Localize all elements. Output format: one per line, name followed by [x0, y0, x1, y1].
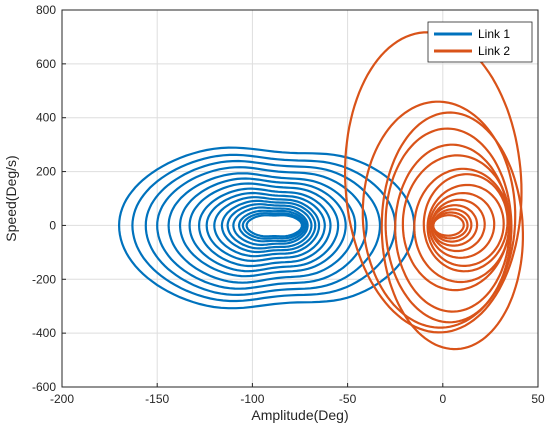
x-tick-label: -200	[50, 392, 74, 406]
link-2-loop	[401, 154, 511, 292]
link-1-loop	[245, 214, 303, 238]
y-tick-label: -200	[32, 272, 56, 286]
link-1-loop	[232, 206, 309, 246]
link-2-loop	[413, 167, 511, 284]
y-tick-label: 400	[36, 111, 56, 125]
y-tick-label: 0	[49, 218, 56, 232]
link-1-loop	[156, 166, 368, 290]
link-1-loop	[213, 196, 321, 258]
x-tick-label: 0	[439, 392, 446, 406]
x-tick-label: -50	[339, 392, 357, 406]
link-1-loop	[205, 191, 326, 263]
y-axis-label: Speed(Deg/s)	[3, 155, 19, 241]
link-2-loop	[430, 204, 479, 247]
y-tick-label: 800	[36, 3, 56, 17]
x-axis-label: Amplitude(Deg)	[251, 407, 348, 423]
link-1-loop	[238, 209, 307, 243]
link-2-loop	[384, 127, 513, 324]
x-tick-label: 50	[531, 392, 545, 406]
link-1-loop	[220, 199, 317, 254]
legend: Link 1 Link 2	[427, 21, 533, 63]
link-2-loop	[422, 173, 509, 273]
link-1-loop	[131, 153, 397, 303]
link-1-loop	[178, 177, 347, 278]
link-2-loop	[432, 214, 465, 237]
link-2-loop	[428, 192, 496, 259]
link-1-loop	[241, 212, 305, 240]
legend-box	[427, 21, 533, 63]
link-2-loop	[394, 143, 511, 313]
legend-label-link-2: Link 2	[478, 44, 510, 58]
link-1-loop	[226, 203, 313, 250]
link-2-loop	[380, 111, 524, 351]
x-tick-label: -150	[145, 392, 169, 406]
link-1-loop	[167, 172, 357, 284]
link-1-loop	[188, 182, 340, 273]
axes-box	[61, 9, 539, 388]
link-1-loop	[144, 159, 382, 297]
y-tick-label: 200	[36, 165, 56, 179]
ticks: -200 -150 -100 -50 0 50 -600 -400 -200 0 200 400 600…	[32, 3, 545, 406]
link-1-loop	[197, 187, 332, 268]
y-tick-label: -600	[32, 380, 56, 394]
link-2-loop	[426, 183, 505, 267]
link-1-loop	[117, 146, 416, 310]
x-tick-label: -100	[240, 392, 264, 406]
y-tick-label: -400	[32, 326, 56, 340]
y-tick-label: 600	[36, 57, 56, 71]
legend-label-link-1: Link 1	[478, 27, 510, 41]
